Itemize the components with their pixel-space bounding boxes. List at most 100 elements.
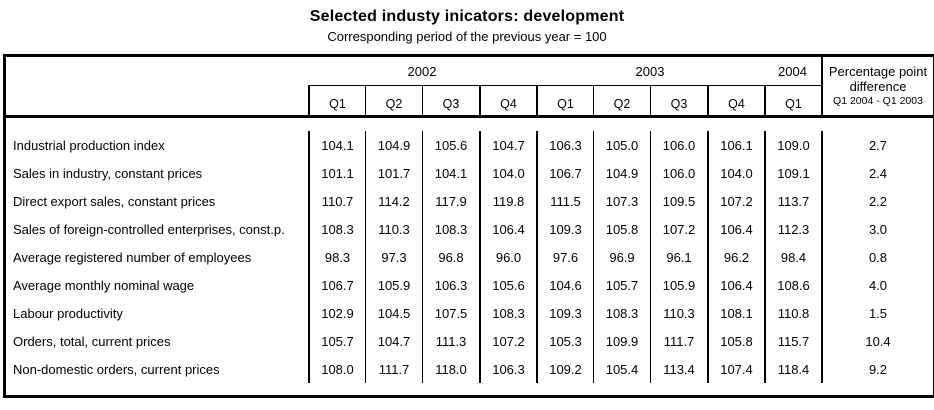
cell-2002-q2: 110.3 [365, 215, 422, 243]
cell-2004-q1: 112.3 [764, 215, 821, 243]
page-subtitle: Corresponding period of the previous yea… [327, 29, 607, 44]
cell-2003-q3: 113.4 [650, 355, 707, 383]
cell-2003-q4: 106.4 [707, 215, 764, 243]
cell-2002-q3: 118.0 [422, 355, 479, 383]
cell-2003-q1: 104.6 [536, 271, 593, 299]
table-row: Industrial production index 104.1 104.9 … [6, 131, 933, 159]
cell-2004-q1: 113.7 [764, 187, 821, 215]
row-label: Industrial production index [13, 137, 165, 153]
table-row: Non-domestic orders, current prices 108.… [6, 355, 933, 383]
header-2004-q1: Q1 [764, 86, 821, 115]
cell-2003-q1: 109.2 [536, 355, 593, 383]
cell-2002-q3: 117.9 [422, 187, 479, 215]
cell-2002-q1: 98.3 [308, 243, 365, 271]
row-label: Labour productivity [13, 305, 123, 321]
cell-2002-q4: 108.3 [479, 299, 536, 327]
cell-2002-q1: 108.0 [308, 355, 365, 383]
cell-2002-q4: 105.6 [479, 271, 536, 299]
cell-pct-diff: 2.2 [821, 187, 933, 215]
cell-2002-q1: 108.3 [308, 215, 365, 243]
cell-2003-q1: 106.7 [536, 159, 593, 187]
cell-2003-q3: 110.3 [650, 299, 707, 327]
cell-2002-q4: 104.0 [479, 159, 536, 187]
cell-pct-diff: 10.4 [821, 327, 933, 355]
cell-2003-q3: 106.0 [650, 131, 707, 159]
cell-2003-q2: 109.9 [593, 327, 650, 355]
header-2003-q2: Q2 [593, 86, 650, 115]
cell-2003-q4: 108.1 [707, 299, 764, 327]
cell-2002-q4: 106.3 [479, 355, 536, 383]
cell-2002-q3: 107.5 [422, 299, 479, 327]
header-year-2004: 2004 [764, 57, 821, 86]
cell-2002-q4: 106.4 [479, 215, 536, 243]
cell-2003-q1: 109.3 [536, 215, 593, 243]
cell-2002-q3: 105.6 [422, 131, 479, 159]
header-2002-q4: Q4 [479, 86, 536, 115]
cell-2002-q1: 105.7 [308, 327, 365, 355]
cell-2004-q1: 118.4 [764, 355, 821, 383]
header-label-spacer [6, 57, 308, 115]
cell-2002-q4: 104.7 [479, 131, 536, 159]
cell-pct-diff: 4.0 [821, 271, 933, 299]
cell-2003-q1: 97.6 [536, 243, 593, 271]
header-pct-line2: difference [849, 79, 907, 95]
cell-2002-q1: 101.1 [308, 159, 365, 187]
cell-2003-q4: 106.4 [707, 271, 764, 299]
header-pct-line3: Q1 2004 - Q1 2003 [833, 95, 923, 108]
cell-2003-q4: 104.0 [707, 159, 764, 187]
cell-2003-q1: 111.5 [536, 187, 593, 215]
row-label: Direct export sales, constant prices [13, 193, 216, 209]
table-body: Industrial production index 104.1 104.9 … [6, 118, 933, 395]
cell-2002-q2: 101.7 [365, 159, 422, 187]
table-row: Average monthly nominal wage 106.7 105.9… [6, 271, 933, 299]
cell-pct-diff: 0.8 [821, 243, 933, 271]
cell-2003-q1: 109.3 [536, 299, 593, 327]
cell-2003-q3: 111.7 [650, 327, 707, 355]
cell-2002-q2: 105.9 [365, 271, 422, 299]
header-2003-q4: Q4 [707, 86, 764, 115]
cell-2004-q1: 98.4 [764, 243, 821, 271]
cell-2003-q2: 105.4 [593, 355, 650, 383]
cell-2002-q3: 104.1 [422, 159, 479, 187]
cell-2002-q4: 96.0 [479, 243, 536, 271]
cell-2002-q2: 97.3 [365, 243, 422, 271]
cell-2003-q4: 105.8 [707, 327, 764, 355]
header-2002-q3: Q3 [422, 86, 479, 115]
cell-pct-diff: 2.7 [821, 131, 933, 159]
cell-pct-diff: 2.4 [821, 159, 933, 187]
row-label: Sales in industry, constant prices [13, 165, 203, 181]
cell-2003-q3: 109.5 [650, 187, 707, 215]
cell-pct-diff: 1.5 [821, 299, 933, 327]
cell-2003-q1: 105.3 [536, 327, 593, 355]
cell-2002-q3: 96.8 [422, 243, 479, 271]
cell-2004-q1: 109.1 [764, 159, 821, 187]
cell-2003-q3: 106.0 [650, 159, 707, 187]
cell-2003-q4: 107.4 [707, 355, 764, 383]
cell-2002-q1: 102.9 [308, 299, 365, 327]
cell-2002-q4: 107.2 [479, 327, 536, 355]
row-label: Average registered number of employees [13, 249, 252, 265]
header-year-2002: 2002 [308, 57, 536, 86]
table-row: Direct export sales, constant prices 110… [6, 187, 933, 215]
cell-2002-q4: 119.8 [479, 187, 536, 215]
header-year-2003: 2003 [536, 57, 764, 86]
table-row: Labour productivity 102.9 104.5 107.5 10… [6, 299, 933, 327]
row-label: Sales of foreign-controlled enterprises,… [13, 221, 285, 237]
cell-2003-q2: 104.9 [593, 159, 650, 187]
cell-2004-q1: 109.0 [764, 131, 821, 159]
cell-2002-q2: 104.9 [365, 131, 422, 159]
page: Selected industy inicators: development … [3, 8, 934, 398]
cell-2003-q2: 107.3 [593, 187, 650, 215]
header-2002-q1: Q1 [308, 86, 365, 115]
cell-2003-q1: 106.3 [536, 131, 593, 159]
header-2003-q3: Q3 [650, 86, 707, 115]
cell-2002-q2: 111.7 [365, 355, 422, 383]
cell-2003-q2: 108.3 [593, 299, 650, 327]
table-row: Orders, total, current prices 105.7 104.… [6, 327, 933, 355]
cell-2004-q1: 110.8 [764, 299, 821, 327]
table-row: Average registered number of employees 9… [6, 243, 933, 271]
page-title: Selected industy inicators: development [309, 8, 625, 25]
cell-2003-q2: 105.8 [593, 215, 650, 243]
cell-pct-diff: 3.0 [821, 215, 933, 243]
cell-2002-q1: 104.1 [308, 131, 365, 159]
